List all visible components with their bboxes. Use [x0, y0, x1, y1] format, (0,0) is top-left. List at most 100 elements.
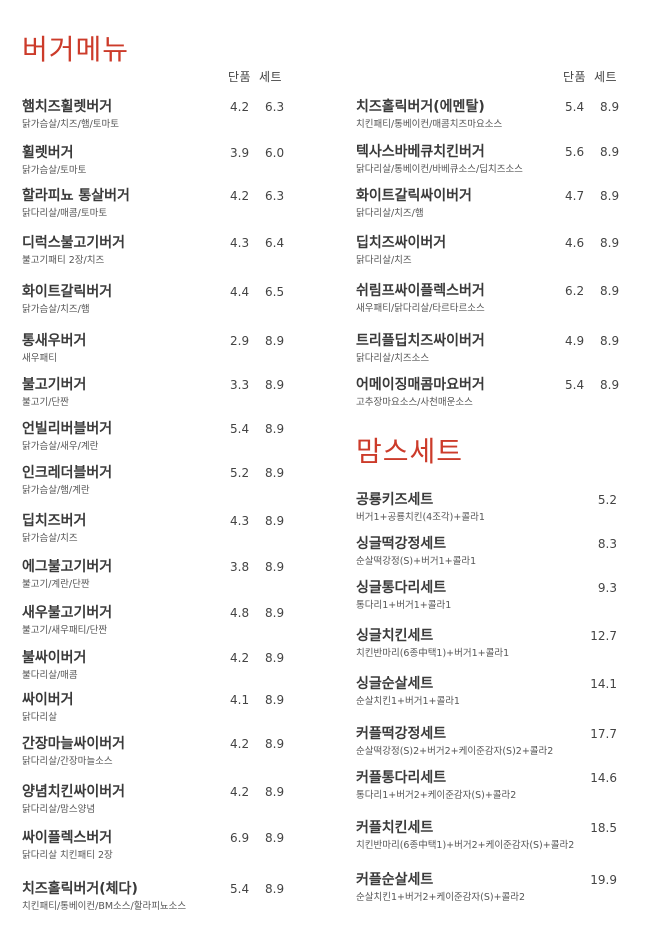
burger-item: 통새우버거 새우패티 — [22, 333, 86, 365]
burger-name: 치즈홀릭버거(체다) — [22, 881, 138, 897]
single-price: 4.8 — [230, 606, 250, 620]
set-name: 커플순살세트 — [356, 872, 434, 888]
single-price: 4.3 — [230, 236, 250, 250]
single-price: 4.2 — [230, 785, 250, 799]
single-price: 4.2 — [230, 651, 250, 665]
burger-description: 닭가슴살/치즈 — [22, 533, 78, 544]
single-price: 3.9 — [230, 146, 250, 160]
set-price: 6.3 — [265, 100, 285, 114]
single-price: 3.8 — [230, 560, 250, 574]
single-price: 4.2 — [230, 189, 250, 203]
burger-name: 언빌리버블버거 — [22, 421, 113, 437]
burger-name: 디럭스불고기버거 — [22, 235, 126, 251]
single-price: 6.2 — [565, 284, 585, 298]
burger-name: 새우불고기버거 — [22, 605, 113, 621]
set-description: 통다리1+버거2+케이준감자(S)+콜라2 — [356, 790, 517, 801]
burger-item: 에그불고기버거 불고기/계란/단짠 — [22, 559, 112, 591]
single-price: 5.4 — [565, 378, 585, 392]
set-price: 8.9 — [265, 334, 285, 348]
moms-set-title: 맘스세트 — [356, 435, 464, 468]
burger-description: 고추장마요소스/사천매운소스 — [356, 397, 473, 408]
set-description: 통다리1+버거1+콜라1 — [356, 600, 452, 611]
burger-name: 싸이플렉스버거 — [22, 830, 113, 846]
set-price: 8.9 — [265, 514, 285, 528]
set-item: 싱글통다리세트 통다리1+버거1+콜라1 — [356, 580, 451, 612]
burger-item: 화이트갈릭버거 닭가슴살/치즈/햄 — [22, 284, 112, 316]
set-price: 6.4 — [265, 236, 285, 250]
burger-name: 싸이버거 — [22, 692, 74, 708]
set-description: 치킨반마리(6종中택1)+버거2+케이준감자(S)+콜라2 — [356, 840, 575, 851]
burger-item: 휠렛버거 닭가슴살/토마토 — [22, 145, 86, 177]
set-price: 12.7 — [590, 629, 617, 643]
set-price: 8.9 — [600, 100, 620, 114]
burger-name: 햄치즈휠렛버거 — [22, 99, 113, 115]
burger-description: 닭다리살/치즈 — [356, 255, 412, 266]
burger-name: 화이트갈릭버거 — [22, 284, 113, 300]
burger-description: 불고기/새우패티/단짠 — [22, 625, 108, 636]
single-price: 5.6 — [565, 145, 585, 159]
burger-item: 할라피뇨 통살버거 닭다리살/매콤/토마토 — [22, 188, 130, 220]
col-set-header-left: 세트 — [259, 70, 283, 84]
set-name: 싱글떡강정세트 — [356, 536, 447, 552]
burger-item: 불싸이버거 불다리살/매콤 — [22, 650, 86, 682]
burger-description: 불고기/단짠 — [22, 397, 69, 408]
set-price: 19.9 — [590, 873, 617, 887]
set-description: 순살떡강정(S)+버거1+콜라1 — [356, 556, 477, 567]
burger-description: 닭다리살/통베이컨/바베큐소스/딥치즈소스 — [356, 164, 523, 175]
burger-name: 딥치즈싸이버거 — [356, 235, 447, 251]
set-price: 17.7 — [590, 727, 617, 741]
burger-description: 닭다리살/간장마늘소스 — [22, 756, 113, 767]
burger-description: 새우패티 — [22, 353, 57, 364]
set-price: 6.0 — [265, 146, 285, 160]
burger-item: 인크레더블버거 닭가슴살/햄/계란 — [22, 465, 112, 497]
burger-name: 딥치즈버거 — [22, 513, 87, 529]
burger-item: 치즈홀릭버거(체다) 치킨패티/통베이컨/BM소스/할라피뇨소스 — [22, 881, 186, 913]
burger-name: 치즈홀릭버거(에멘탈) — [356, 99, 485, 115]
set-price: 8.9 — [265, 785, 285, 799]
set-description: 버거1+공룡치킨(4조각)+콜라1 — [356, 512, 485, 523]
burger-name: 화이트갈릭싸이버거 — [356, 188, 472, 204]
set-description: 순살치킨1+버거1+콜라1 — [356, 696, 460, 707]
single-price: 4.7 — [565, 189, 585, 203]
burger-name: 텍사스바베큐치킨버거 — [356, 144, 485, 160]
set-name: 싱글순살세트 — [356, 676, 434, 692]
set-price: 8.9 — [600, 189, 620, 203]
set-name: 커플통다리세트 — [356, 770, 447, 786]
set-item: 공룡키즈세트 버거1+공룡치킨(4조각)+콜라1 — [356, 492, 485, 524]
col-single-header-right: 단품 — [563, 70, 587, 84]
col-set-header-right: 세트 — [594, 70, 618, 84]
set-price: 8.9 — [265, 693, 285, 707]
set-price: 8.9 — [265, 560, 285, 574]
burger-menu-title: 버거메뉴 — [22, 33, 130, 66]
burger-item: 쉬림프싸이플렉스버거 새우패티/닭다리살/타르타르소스 — [356, 283, 485, 315]
burger-description: 치킨패티/통베이컨/BM소스/할라피뇨소스 — [22, 901, 187, 912]
single-price: 5.2 — [230, 466, 250, 480]
set-price: 6.3 — [265, 189, 285, 203]
burger-item: 싸이플렉스버거 닭다리살 치킨패티 2장 — [22, 830, 113, 862]
set-price: 14.6 — [590, 771, 617, 785]
set-price: 8.9 — [600, 145, 620, 159]
single-price: 5.4 — [230, 882, 250, 896]
set-price: 8.9 — [265, 466, 285, 480]
single-price: 5.4 — [230, 422, 250, 436]
burger-description: 불다리살/매콤 — [22, 670, 78, 681]
set-description: 치킨반마리(6종中택1)+버거1+콜라1 — [356, 648, 510, 659]
burger-name: 어메이징매콤마요버거 — [356, 377, 485, 393]
set-price: 14.1 — [590, 677, 617, 691]
single-price: 5.4 — [565, 100, 585, 114]
burger-description: 닭가슴살/치즈/햄/토마토 — [22, 119, 120, 130]
set-price: 9.3 — [597, 581, 617, 595]
set-description: 순살치킨1+버거2+케이준감자(S)+콜라2 — [356, 892, 526, 903]
set-name: 커플치킨세트 — [356, 820, 434, 836]
burger-item: 간장마늘싸이버거 닭다리살/간장마늘소스 — [22, 736, 125, 768]
single-price: 4.4 — [230, 285, 250, 299]
set-price: 8.9 — [265, 831, 285, 845]
burger-description: 닭다리살/맘스양념 — [22, 804, 96, 815]
set-name: 싱글치킨세트 — [356, 628, 434, 644]
burger-item: 언빌리버블버거 닭가슴살/새우/계란 — [22, 421, 112, 453]
burger-name: 에그불고기버거 — [22, 559, 113, 575]
